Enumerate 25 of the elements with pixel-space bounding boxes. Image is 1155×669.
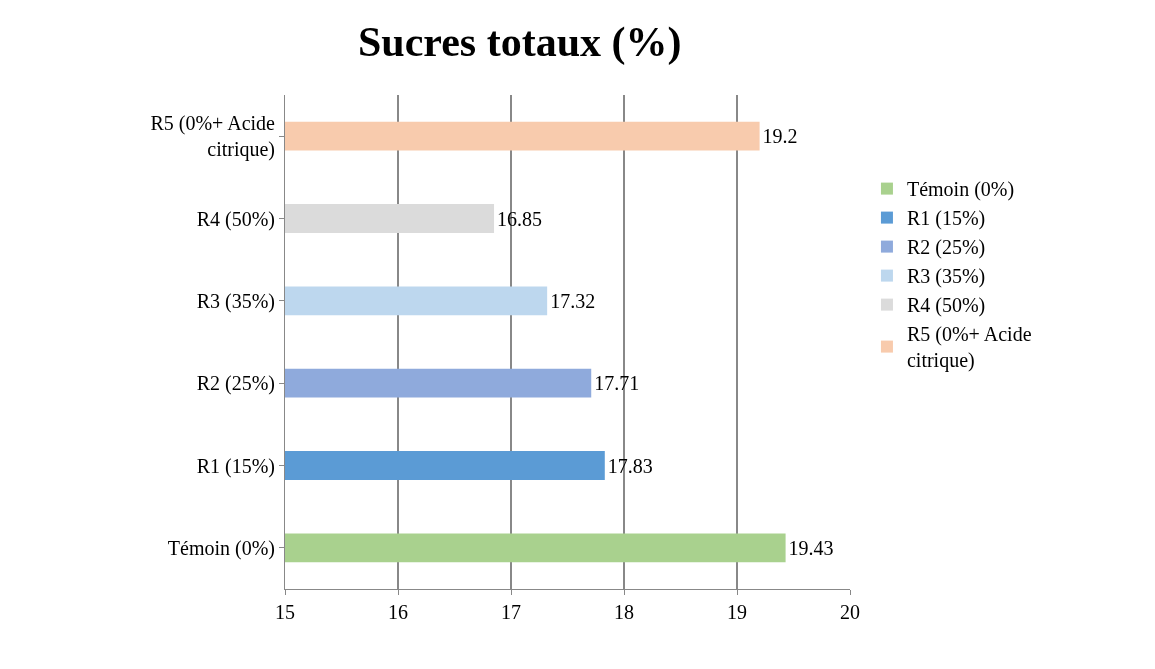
y-tick-label: Témoin (0%): [167, 536, 275, 560]
y-tick-label: R1 (15%): [196, 454, 275, 478]
x-tick-label: 18: [614, 601, 634, 623]
x-tick-label: 19: [727, 601, 747, 623]
data-label: 17.83: [607, 454, 653, 477]
legend-label: R4 (50%): [906, 294, 986, 318]
data-label: 19.43: [788, 536, 834, 559]
x-tick-label: 16: [388, 601, 408, 623]
x-tick-label: 20: [840, 601, 860, 623]
legend-label: R1 (15%): [906, 207, 986, 231]
legend-label: Témoin (0%): [906, 178, 1015, 202]
data-label: 19.2: [762, 125, 798, 148]
data-label: 17.71: [594, 372, 640, 395]
y-tick-label: R2 (25%): [196, 372, 275, 396]
x-tick-label: 15: [275, 601, 295, 623]
x-tick-label: 17: [501, 601, 521, 623]
data-label: 17.32: [550, 289, 596, 312]
legend-label: R2 (25%): [906, 236, 986, 260]
y-tick-label: R5 (0%+ Acide citrique): [150, 112, 276, 162]
y-tick-label: R3 (35%): [196, 289, 275, 313]
y-tick-label: R4 (50%): [196, 207, 275, 231]
legend-label: R3 (35%): [906, 265, 986, 289]
data-label: 16.85: [497, 207, 543, 230]
legend-label: R5 (0%+ Acide citrique): [906, 323, 1032, 373]
chart-title: Sucres totaux (%): [357, 19, 682, 67]
